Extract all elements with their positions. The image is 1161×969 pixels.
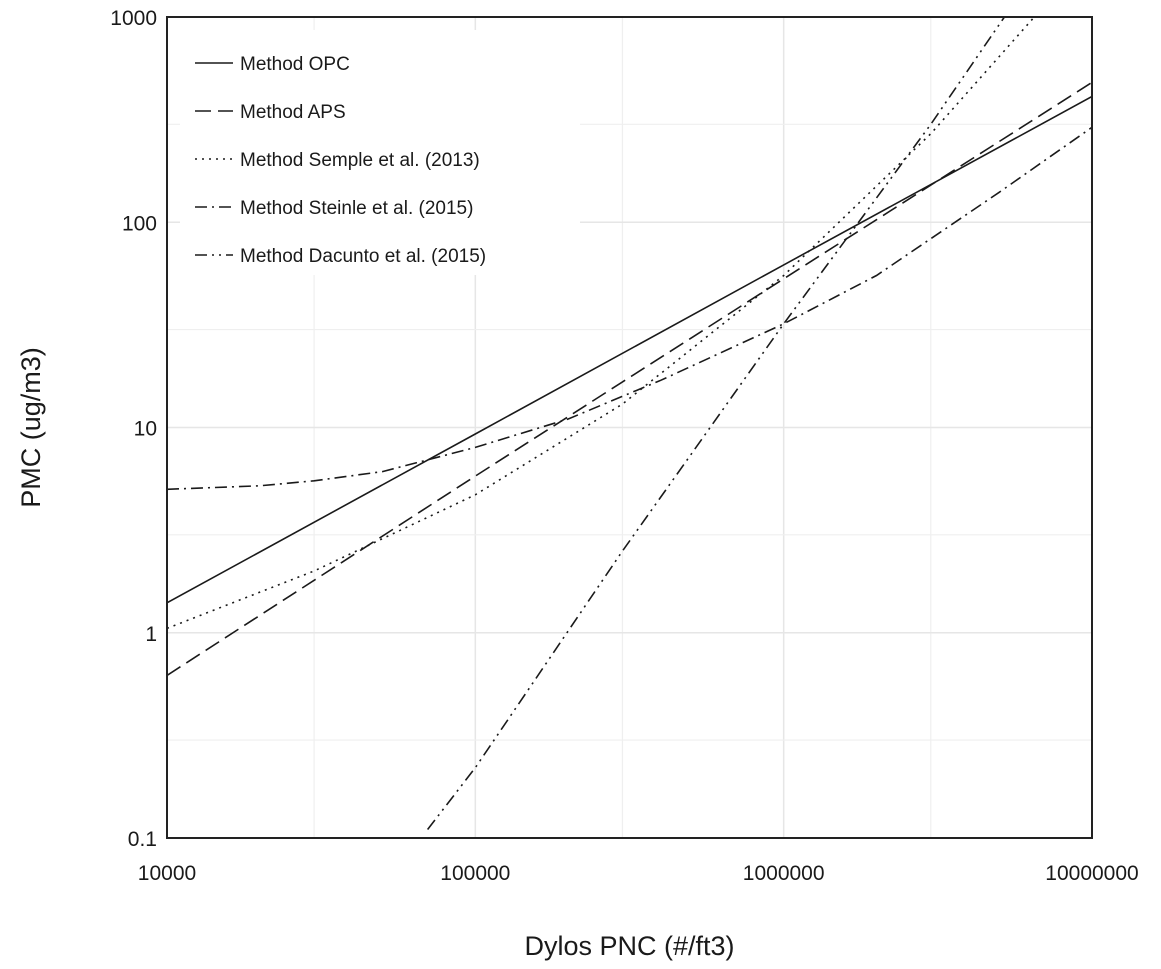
legend-label: Method Steinle et al. (2015) [240, 198, 473, 219]
y-axis-title: PMC (ug/m3) [16, 347, 46, 508]
y-tick-label: 1000 [110, 7, 157, 30]
series-layer [167, 17, 1092, 830]
x-axis-title: Dylos PNC (#/ft3) [524, 931, 734, 961]
y-tick-label: 10 [134, 418, 157, 441]
x-tick-label: 10000000 [1045, 862, 1138, 885]
legend-label: Method OPC [240, 54, 350, 75]
x-tick-label: 10000 [138, 862, 196, 885]
grid [166, 16, 1093, 839]
x-tick-label: 100000 [440, 862, 510, 885]
legend-label: Method Dacunto et al. (2015) [240, 246, 486, 267]
x-axis-ticks: 10000 100000 1000000 10000000 [138, 862, 1139, 885]
y-axis-ticks: 0.1 1 10 100 1000 [110, 7, 157, 851]
legend-label: Method Semple et al. (2013) [240, 150, 480, 171]
y-tick-label: 100 [122, 212, 157, 235]
series-line-4 [167, 126, 1092, 491]
legend-background [180, 30, 580, 275]
legend-label: Method APS [240, 102, 346, 123]
y-tick-label: 1 [145, 623, 157, 646]
series-line-5 [426, 17, 1006, 830]
y-tick-label: 0.1 [128, 828, 157, 851]
legend: Method OPC Method APS Method Semple et al.… [180, 30, 580, 275]
plot-frame [166, 16, 1093, 839]
series-line-1 [167, 95, 1092, 604]
x-tick-label: 1000000 [743, 862, 825, 885]
